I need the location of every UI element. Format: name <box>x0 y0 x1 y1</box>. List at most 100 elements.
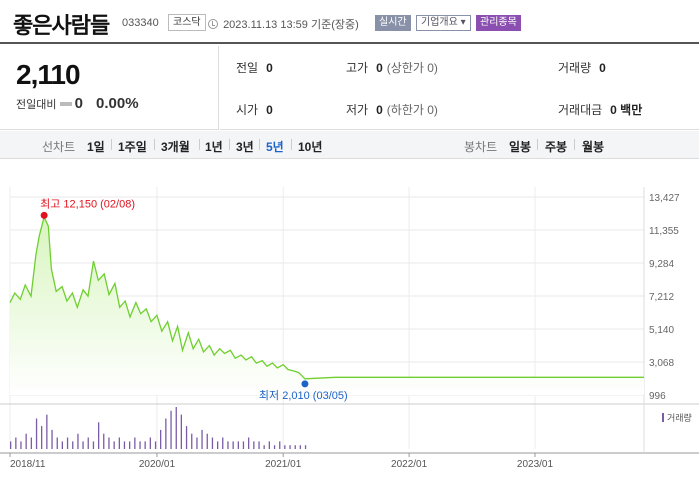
change-row: 전일대비 0 0.00% <box>16 95 139 112</box>
change-label: 전일대비 <box>16 99 57 111</box>
high-label: 최고 12,150 (02/08) <box>40 197 135 210</box>
volume-bar <box>51 429 53 449</box>
volume-bar <box>41 426 43 449</box>
current-price: 2,110 <box>16 59 81 90</box>
tab-divider <box>574 139 575 150</box>
volume-bar <box>144 441 146 449</box>
volume-bar <box>66 437 69 449</box>
stat-volume: 거래량 0 <box>558 59 606 76</box>
price-chart[interactable]: 13,427 11,355 9,284 7,212 5,140 3,068 996 2018/… <box>0 175 699 477</box>
volume-bar <box>206 433 208 449</box>
stat-label: 고가 <box>346 61 369 75</box>
stat-value: 0 <box>266 61 273 75</box>
stat-label: 시가 <box>236 103 259 117</box>
volume-bar <box>108 437 110 449</box>
volume-bar <box>92 441 95 449</box>
volume-legend-swatch <box>662 413 664 422</box>
stat-high: 고가 0 (상한가 0) <box>346 59 438 76</box>
tab-divider <box>291 139 292 150</box>
y-tick-label: 3,068 <box>649 358 674 369</box>
company-overview-dropdown[interactable]: 기업개요 ▾ <box>416 15 471 31</box>
stock-code: 033340 <box>122 17 159 29</box>
change-percent: 0.00% <box>96 95 139 112</box>
x-tick-label: 2021/01 <box>265 459 302 470</box>
tab-divider <box>537 139 538 150</box>
y-tick-label: 7,212 <box>649 292 674 303</box>
volume-bar <box>30 437 32 449</box>
basis-label: 기준(장중) <box>310 19 359 31</box>
volume-bar <box>129 441 131 449</box>
volume-bar <box>217 441 219 449</box>
tab-1d[interactable]: 1일 <box>87 140 105 154</box>
stat-label: 거래량 <box>558 61 592 75</box>
x-tick-label: 2018/11 <box>10 459 46 470</box>
volume-bar <box>263 445 265 449</box>
tab-weekly[interactable]: 주봉 <box>545 140 568 154</box>
volume-bar <box>258 441 260 449</box>
stat-value: 0 <box>599 61 606 75</box>
quote-datetime: 2023.11.13 13:59 기준(장중) <box>208 16 359 32</box>
candle-chart-caption: 봉차트 <box>464 140 498 154</box>
stat-value: 0 <box>266 103 273 117</box>
volume-bar <box>160 429 162 449</box>
volume-bar <box>20 441 22 449</box>
price-line <box>9 215 644 380</box>
price-box: 2,110 전일대비 0 0.00% <box>0 46 219 130</box>
tab-divider <box>111 139 112 150</box>
volume-legend-label: 거래량 <box>667 412 692 423</box>
stat-value: 0 백만 <box>610 103 643 117</box>
volume-bar <box>279 441 281 449</box>
line-chart-caption: 선차트 <box>42 140 76 154</box>
y-tick-label: 5,140 <box>649 325 674 336</box>
stat-label: 저가 <box>346 103 369 117</box>
volume-bar <box>180 414 182 449</box>
volume-bar <box>139 441 141 449</box>
volume-bar <box>284 445 286 449</box>
realtime-button[interactable]: 실시간 <box>375 15 411 31</box>
volume-bar <box>10 441 12 449</box>
stat-label: 거래대금 <box>558 103 603 117</box>
low-marker <box>301 380 309 388</box>
stats-grid: 전일 0 고가 0 (상한가 0) 거래량 0 시가 0 저가 0 (하한가 0) 거래대금 0… <box>220 46 699 130</box>
tab-divider <box>259 139 260 150</box>
volume-bar <box>77 433 79 449</box>
volume-bar <box>35 418 38 449</box>
tab-monthly[interactable]: 월봉 <box>582 140 605 154</box>
volume-bar <box>56 437 58 449</box>
stat-prev-close: 전일 0 <box>236 59 273 76</box>
y-tick-label: 13,427 <box>649 193 680 204</box>
chart-tab-bar: 선차트 1일 1주일 3개월 1년 3년 5년 10년 봉차트 일봉 주봉 월봉 <box>0 131 699 159</box>
tab-1y[interactable]: 1년 <box>205 140 223 154</box>
volume-bar <box>170 410 172 449</box>
volume-bar <box>222 437 224 449</box>
volume-bar <box>154 441 157 449</box>
tab-divider <box>229 139 230 150</box>
stat-sub: (상한가 0) <box>386 61 438 75</box>
volume-bar <box>227 441 229 449</box>
market-badge: 코스닥 <box>168 14 206 31</box>
tab-3y[interactable]: 3년 <box>236 140 254 154</box>
tab-divider <box>199 139 200 150</box>
stat-value: 0 <box>376 103 383 117</box>
volume-bar <box>149 437 151 449</box>
tab-3m[interactable]: 3개월 <box>161 140 190 154</box>
volume-bar <box>191 433 193 449</box>
flat-icon <box>59 102 72 106</box>
tab-10y[interactable]: 10년 <box>298 140 323 154</box>
tab-5y[interactable]: 5년 <box>266 140 284 154</box>
x-tick-label: 2023/01 <box>517 459 554 470</box>
stock-header: 좋은사람들 033340 코스닥 2023.11.13 13:59 기준(장중)… <box>0 0 699 44</box>
tab-daily[interactable]: 일봉 <box>509 140 532 154</box>
volume-bar <box>211 437 214 449</box>
tab-1w[interactable]: 1주일 <box>118 140 147 154</box>
stat-open: 시가 0 <box>236 101 273 118</box>
volume-bar <box>268 441 270 449</box>
stock-name: 좋은사람들 <box>13 13 110 38</box>
x-tick-label: 2020/01 <box>139 459 176 470</box>
volume-bar <box>98 422 100 449</box>
managed-stock-badge[interactable]: 관리종목 <box>476 15 521 31</box>
volume-bar <box>304 445 307 449</box>
low-label: 최저 2,010 (03/05) <box>259 389 348 402</box>
volume-bar <box>15 437 17 449</box>
volume-bar <box>237 441 239 449</box>
